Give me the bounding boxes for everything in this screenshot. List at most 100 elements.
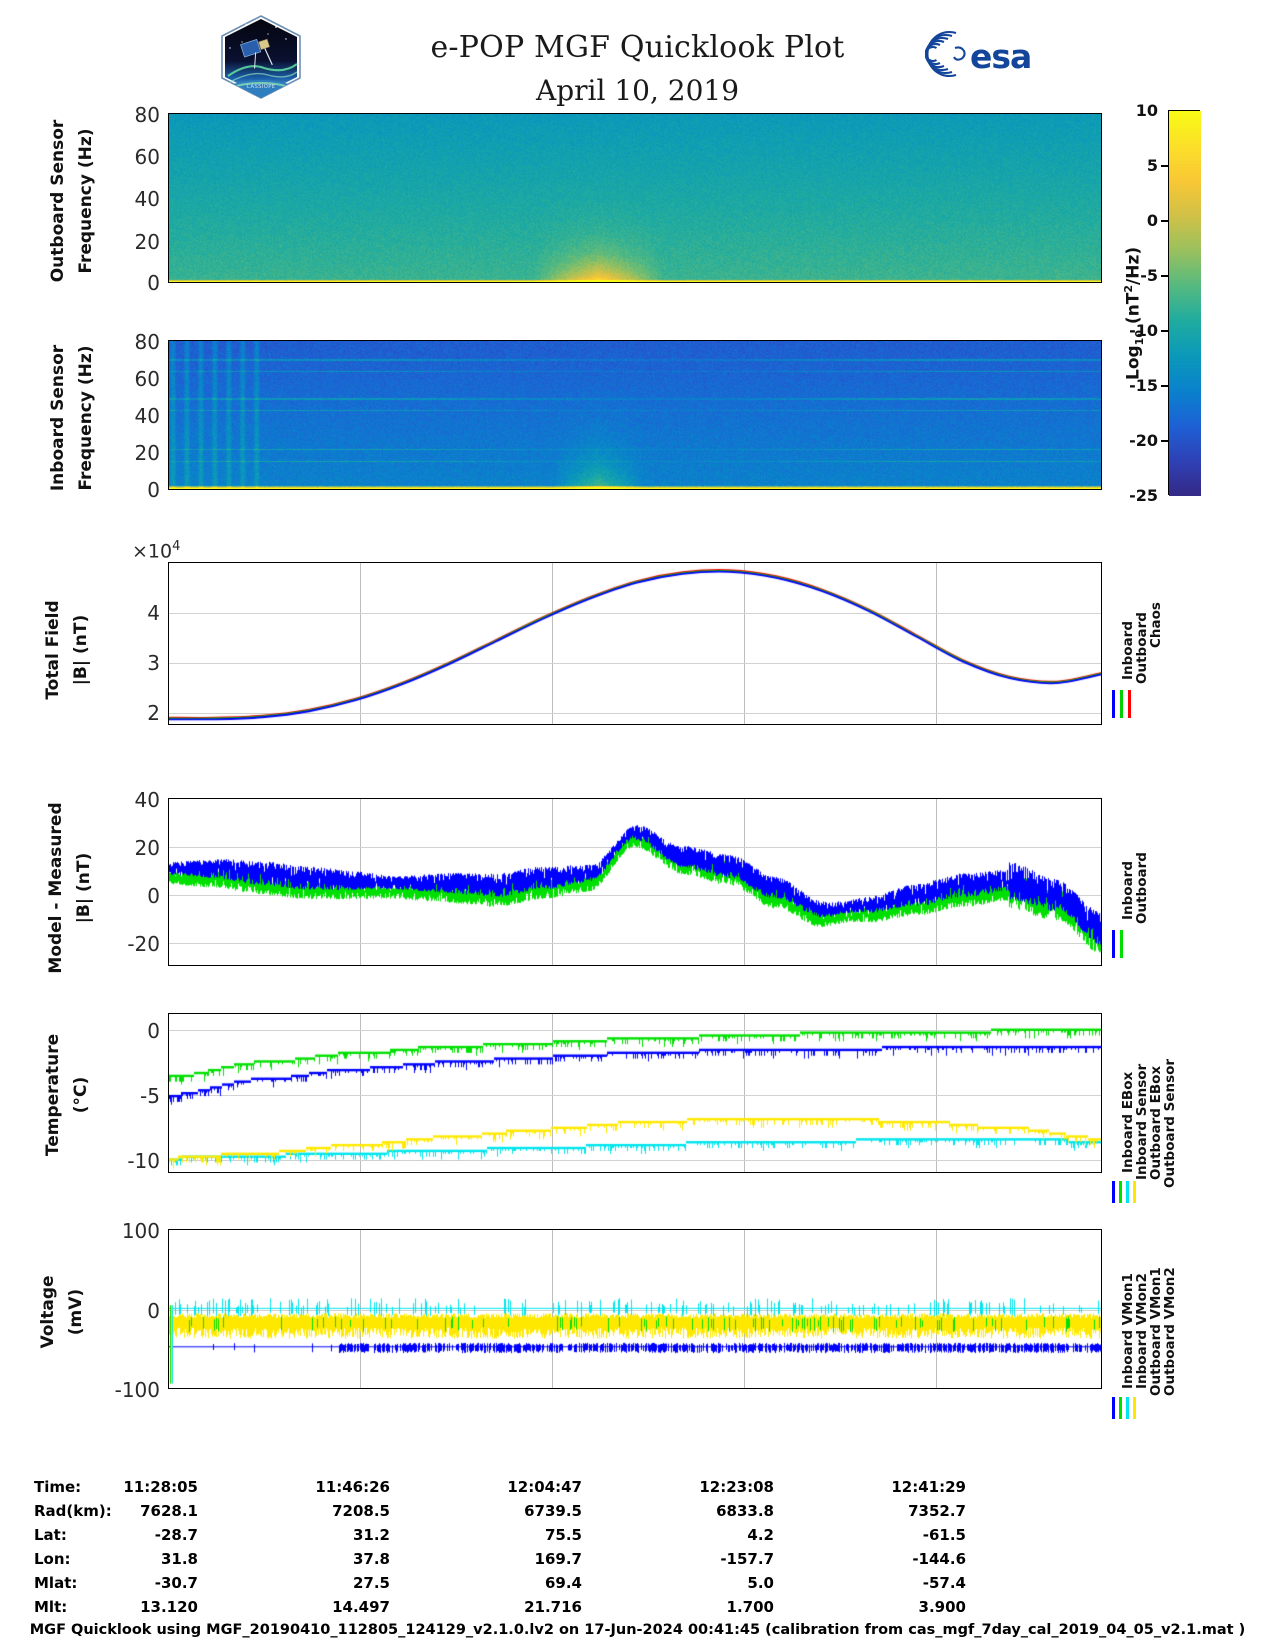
cell-time-1: 11:46:26	[315, 1478, 390, 1496]
cell-rad-3: 6833.8	[716, 1502, 774, 1520]
row-key-lon: Lon:	[34, 1550, 71, 1568]
panel-inboard-spectrogram-ylabel-1: Inboard Sensor	[48, 344, 68, 492]
cell-rad-2: 6739.5	[524, 1502, 582, 1520]
ytick-p6-100: 100	[121, 1219, 160, 1243]
panel-inboard-spectrogram-ylabel-2: Frequency (Hz)	[76, 345, 96, 491]
cell-mlt-2: 21.716	[524, 1598, 582, 1616]
colorbar-tick-5: 5	[1146, 156, 1158, 175]
ytick-p1-20: 20	[134, 230, 160, 254]
legend-label-outboard-sensor: Outboard Sensor	[1162, 1058, 1178, 1188]
ytick-p4-m20: -20	[127, 932, 160, 956]
cell-lat-0: -28.7	[154, 1526, 198, 1544]
ephemeris-table: Time: 11:28:05 11:46:26 12:04:47 12:23:0…	[0, 1478, 1275, 1622]
legend-label-chaos: Chaos	[1148, 602, 1164, 648]
ytick-p2-80: 80	[134, 330, 160, 354]
cassiope-mission-patch-icon: CASSIOPE	[218, 14, 304, 100]
cell-lon-2: 169.7	[534, 1550, 582, 1568]
colorbar-tickmark	[1161, 440, 1168, 442]
colorbar	[1168, 110, 1201, 496]
cell-time-3: 12:23:08	[699, 1478, 774, 1496]
cell-mlt-0: 13.120	[140, 1598, 198, 1616]
cell-mlat-0: -30.7	[154, 1574, 198, 1592]
legend-temperature: Inboard EBox Inboard Sensor Outboard EBo…	[1106, 1013, 1178, 1203]
legend-voltage: Inboard VMon1 Inboard VMon2 Outboard VMo…	[1106, 1229, 1178, 1419]
cell-rad-4: 7352.7	[908, 1502, 966, 1520]
colorbar-tickmark	[1161, 385, 1168, 387]
colorbar-tickmark	[1161, 220, 1168, 222]
legend-swatch-inboard-vmon1	[1112, 1397, 1115, 1419]
row-key-lat: Lat:	[34, 1526, 67, 1544]
legend-swatch-inboard-sensor	[1119, 1181, 1122, 1203]
legend-swatch-inboard-vmon2	[1119, 1397, 1122, 1419]
multiplier-base: ×10	[132, 540, 173, 563]
cell-lon-0: 31.8	[160, 1550, 198, 1568]
cell-rad-1: 7208.5	[332, 1502, 390, 1520]
ytick-p5-0: 0	[147, 1019, 160, 1043]
ytick-p6-m100: -100	[114, 1378, 160, 1402]
legend-swatch-inboard	[1112, 930, 1115, 958]
page-title: e-POP MGF Quicklook Plot	[430, 30, 845, 65]
svg-text:esa: esa	[970, 37, 1031, 76]
colorbar-tick-m15: -15	[1129, 376, 1158, 395]
ytick-p2-20: 20	[134, 441, 160, 465]
esa-logo: esa	[924, 28, 1045, 80]
ytick-p2-40: 40	[134, 404, 160, 428]
row-key-time: Time:	[34, 1478, 82, 1496]
ytick-p4-0: 0	[147, 884, 160, 908]
row-key-mlt: Mlt:	[34, 1598, 68, 1616]
cell-rad-0: 7628.1	[140, 1502, 198, 1520]
cell-mlat-4: -57.4	[922, 1574, 966, 1592]
panel-temperature-ylabel-2: (°C)	[71, 1076, 91, 1114]
legend-swatch-outboard	[1120, 930, 1123, 958]
legend-swatch-inboard	[1112, 690, 1115, 718]
ytick-p3-3: 3	[147, 651, 160, 675]
cell-mlt-3: 1.700	[726, 1598, 774, 1616]
cell-mlt-1: 14.497	[332, 1598, 390, 1616]
cell-mlat-2: 69.4	[544, 1574, 582, 1592]
panel-inboard-spectrogram	[168, 340, 1102, 490]
ytick-p5-m10: -10	[127, 1149, 160, 1173]
panel-total-field-ylabel-1: Total Field	[43, 600, 63, 700]
panel-voltage	[168, 1229, 1102, 1389]
panel-outboard-spectrogram-ylabel-1: Outboard Sensor	[48, 119, 68, 283]
legend-swatch-outboard-ebox	[1126, 1181, 1129, 1203]
legend-swatch-outboard	[1120, 690, 1123, 718]
ytick-p1-80: 80	[134, 103, 160, 127]
table-row: Mlt: 13.120 14.497 21.716 1.700 3.900	[0, 1598, 1275, 1622]
total-field-multiplier: ×104	[132, 539, 180, 562]
table-row: Lon: 31.8 37.8 169.7 -157.7 -144.6	[0, 1550, 1275, 1574]
ytick-p3-2: 2	[147, 701, 160, 725]
legend-swatch-outboard-sensor	[1133, 1181, 1136, 1203]
ytick-p5-m5: -5	[140, 1084, 160, 1108]
panel-temperature-ylabel-1: Temperature	[43, 1033, 63, 1157]
row-key-mlat: Mlat:	[34, 1574, 78, 1592]
table-row: Mlat: -30.7 27.5 69.4 5.0 -57.4	[0, 1574, 1275, 1598]
panel-outboard-spectrogram-ylabel-2: Frequency (Hz)	[76, 128, 96, 274]
colorbar-tick-0: 0	[1146, 211, 1158, 230]
row-key-rad: Rad(km):	[34, 1502, 112, 1520]
cell-mlat-1: 27.5	[352, 1574, 390, 1592]
panel-total-field	[168, 562, 1102, 725]
ytick-p6-0: 0	[147, 1299, 160, 1323]
cell-mlat-3: 5.0	[747, 1574, 774, 1592]
cell-lon-1: 37.8	[352, 1550, 390, 1568]
colorbar-tickmark	[1161, 330, 1168, 332]
panel-model-minus-measured	[168, 798, 1102, 966]
page-subtitle: April 10, 2019	[535, 74, 740, 107]
panel-outboard-spectrogram	[168, 113, 1102, 283]
colorbar-tickmark	[1161, 165, 1168, 167]
cell-lat-4: -61.5	[922, 1526, 966, 1544]
legend-swatch-inboard-ebox	[1112, 1181, 1115, 1203]
colorbar-tick-m5: -5	[1140, 266, 1158, 285]
ytick-p2-60: 60	[134, 367, 160, 391]
colorbar-label-sup: 2	[1122, 284, 1135, 293]
legend-swatch-chaos	[1128, 690, 1131, 718]
cell-lat-1: 31.2	[352, 1526, 390, 1544]
legend-label-outboard-vmon2: Outboard VMon2	[1162, 1267, 1178, 1396]
panel-voltage-ylabel-1: Voltage	[38, 1275, 58, 1349]
legend-swatch-outboard-vmon1	[1126, 1397, 1129, 1419]
ytick-p3-4: 4	[147, 601, 160, 625]
multiplier-exp: 4	[172, 539, 181, 554]
cell-time-4: 12:41:29	[891, 1478, 966, 1496]
